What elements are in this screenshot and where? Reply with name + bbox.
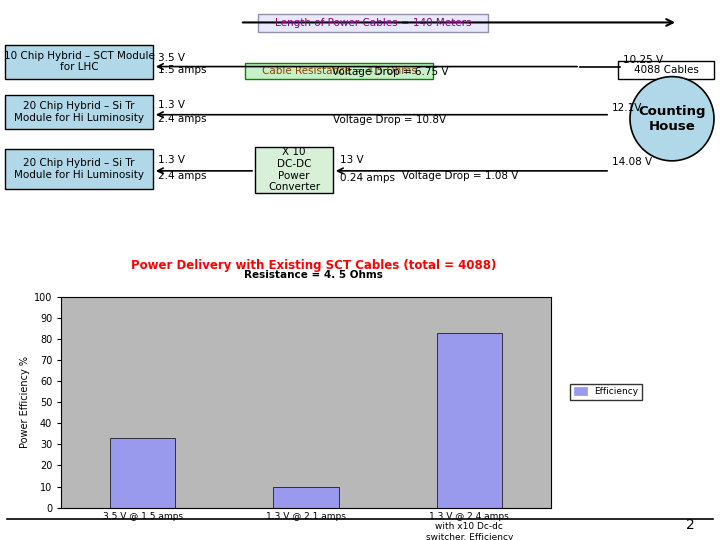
- FancyBboxPatch shape: [5, 44, 153, 79]
- Text: 20 Chip Hybrid – Si Tr
Module for Hi Luminosity: 20 Chip Hybrid – Si Tr Module for Hi Lum…: [14, 158, 144, 180]
- Text: Cable Resistance = 4.5 Ohms: Cable Resistance = 4.5 Ohms: [261, 65, 416, 76]
- Text: 20 Chip Hybrid – Si Tr
Module for Hi Luminosity: 20 Chip Hybrid – Si Tr Module for Hi Lum…: [14, 101, 144, 123]
- Text: Voltage Drop = 10.8V: Voltage Drop = 10.8V: [333, 114, 446, 125]
- Legend: Efficiency: Efficiency: [570, 383, 642, 400]
- Text: Power Delivery with Existing SCT Cables (total = 4088): Power Delivery with Existing SCT Cables …: [130, 259, 496, 272]
- Text: 2.4 amps: 2.4 amps: [158, 114, 207, 124]
- Text: 3.5 V: 3.5 V: [158, 52, 185, 63]
- Text: 1.3 V: 1.3 V: [158, 155, 185, 165]
- Text: 10 Chip Hybrid – SCT Module
for LHC: 10 Chip Hybrid – SCT Module for LHC: [4, 51, 154, 72]
- Text: X 10
DC-DC
Power
Converter: X 10 DC-DC Power Converter: [268, 147, 320, 192]
- Text: 2.4 amps: 2.4 amps: [158, 171, 207, 181]
- Y-axis label: Power Efficiency %: Power Efficiency %: [19, 356, 30, 448]
- Text: Counting
House: Counting House: [638, 105, 706, 133]
- Text: 10.25 V: 10.25 V: [623, 55, 663, 65]
- Bar: [436, 333, 502, 508]
- Text: 12.1V: 12.1V: [612, 103, 642, 113]
- FancyBboxPatch shape: [5, 94, 153, 129]
- Text: 1.3 V: 1.3 V: [158, 100, 185, 110]
- Text: 1.5 amps: 1.5 amps: [158, 65, 207, 75]
- Bar: [110, 438, 176, 508]
- Text: 2: 2: [686, 518, 695, 532]
- FancyBboxPatch shape: [5, 149, 153, 189]
- Text: 14.08 V: 14.08 V: [612, 157, 652, 167]
- Text: Resistance = 4. 5 Ohms: Resistance = 4. 5 Ohms: [244, 269, 382, 280]
- Text: Length of Power Cables = 140 Meters: Length of Power Cables = 140 Meters: [275, 18, 472, 29]
- FancyBboxPatch shape: [258, 15, 488, 32]
- Bar: [274, 487, 338, 508]
- FancyBboxPatch shape: [618, 60, 714, 79]
- Text: 13 V: 13 V: [340, 155, 364, 165]
- FancyBboxPatch shape: [255, 147, 333, 193]
- FancyBboxPatch shape: [245, 63, 433, 79]
- Circle shape: [630, 77, 714, 161]
- Text: 0.24 amps: 0.24 amps: [340, 173, 395, 183]
- Text: Voltage Drop = 1.08 V: Voltage Drop = 1.08 V: [402, 171, 518, 181]
- Text: 4088 Cables: 4088 Cables: [634, 65, 698, 75]
- Text: Voltage Drop = 6.75 V: Voltage Drop = 6.75 V: [332, 66, 449, 77]
